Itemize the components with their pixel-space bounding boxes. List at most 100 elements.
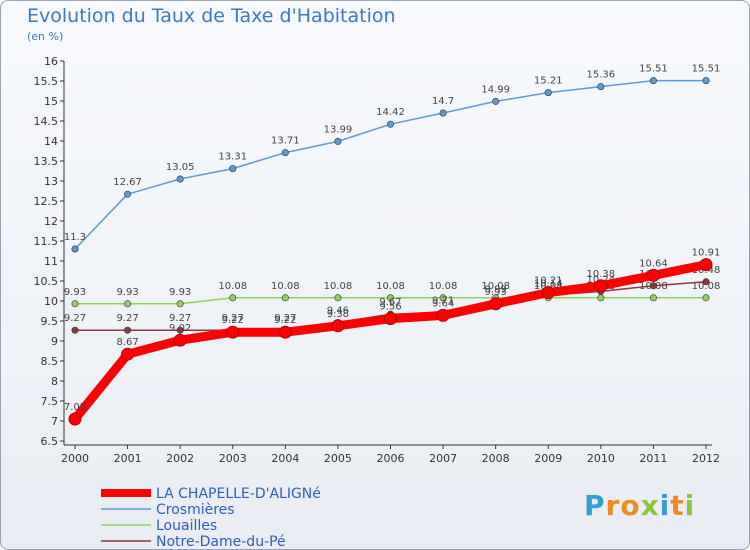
data-label-la-chapelle-d-align: 10.64 (639, 258, 668, 269)
data-point-la-chapelle-d-align (436, 308, 450, 322)
data-point-la-chapelle-d-align (173, 333, 187, 347)
data-point-crosmi-res (124, 190, 132, 198)
data-label-la-chapelle-d-align: 10.21 (534, 276, 563, 287)
data-point-notre-dame-du-p (176, 326, 184, 334)
y-tick-label: 16 (44, 55, 58, 68)
chart-subtitle: (en %) (27, 30, 64, 43)
data-label-notre-dame-du-p: 10.14 (534, 278, 563, 289)
x-tick-label: 2012 (692, 452, 720, 465)
data-point-louailles (439, 294, 447, 302)
data-label-la-chapelle-d-align: 10.38 (587, 269, 616, 280)
x-tick-label: 2005 (324, 452, 352, 465)
data-point-louailles (334, 294, 342, 302)
data-point-crosmi-res (71, 245, 79, 253)
logo-letter: P (584, 489, 606, 522)
data-label-louailles: 10.08 (481, 281, 510, 292)
data-label-la-chapelle-d-align: 9.56 (379, 302, 401, 313)
data-label-la-chapelle-d-align: 7.05 (64, 402, 86, 413)
x-tick-label: 2011 (639, 452, 667, 465)
data-point-louailles (71, 300, 79, 308)
data-label-louailles: 10.08 (692, 281, 721, 292)
x-tick-label: 2000 (61, 452, 89, 465)
data-label-la-chapelle-d-align: 9.02 (169, 323, 191, 334)
data-point-la-chapelle-d-align (331, 319, 345, 333)
data-label-notre-dame-du-p: 9.27 (169, 313, 191, 324)
data-label-la-chapelle-d-align: 9.64 (432, 298, 454, 309)
y-tick-label: 14 (44, 135, 58, 148)
data-point-la-chapelle-d-align (384, 312, 397, 326)
data-label-notre-dame-du-p: 9.27 (116, 313, 138, 324)
data-label-notre-dame-du-p: 9.27 (274, 313, 296, 324)
data-label-crosmi-res: 15.51 (639, 64, 668, 75)
logo-letter: t (670, 489, 685, 522)
data-label-la-chapelle-d-align: 9.38 (327, 309, 349, 320)
data-point-crosmi-res (229, 165, 237, 173)
data-point-la-chapelle-d-align (541, 286, 555, 300)
data-label-crosmi-res: 15.51 (692, 64, 721, 75)
data-label-louailles: 10.08 (324, 281, 353, 292)
data-point-la-chapelle-d-align (226, 325, 240, 339)
x-tick-label: 2009 (534, 452, 562, 465)
data-point-notre-dame-du-p (702, 278, 710, 286)
logo-letter: o (620, 489, 641, 522)
y-tick-label: 12.5 (34, 195, 59, 208)
x-tick-label: 2004 (271, 452, 299, 465)
y-tick-label: 11.5 (34, 235, 59, 248)
data-point-crosmi-res (492, 97, 500, 105)
data-point-crosmi-res (176, 175, 184, 183)
data-point-notre-dame-du-p (649, 282, 657, 290)
data-point-la-chapelle-d-align (121, 347, 135, 361)
data-label-crosmi-res: 12.67 (113, 177, 142, 188)
data-label-notre-dame-du-p: 9.46 (327, 306, 349, 317)
y-tick-label: 9.5 (41, 315, 59, 328)
data-label-crosmi-res: 14.99 (481, 84, 510, 95)
data-point-louailles (649, 294, 657, 302)
data-label-louailles: 9.93 (116, 287, 138, 298)
data-label-crosmi-res: 14.42 (376, 107, 405, 118)
logo-letter: i (659, 489, 671, 522)
y-tick-label: 6.5 (41, 435, 59, 448)
data-point-louailles (229, 294, 237, 302)
data-point-crosmi-res (386, 120, 394, 128)
data-label-la-chapelle-d-align: 8.67 (116, 337, 138, 348)
data-point-la-chapelle-d-align (278, 325, 292, 339)
data-label-crosmi-res: 13.71 (271, 136, 300, 147)
y-tick-label: 15.5 (34, 75, 59, 88)
legend-label: Notre-Dame-du-Pé (156, 534, 286, 549)
y-tick-label: 12 (44, 215, 58, 228)
data-label-louailles: 9.93 (169, 287, 191, 298)
data-point-la-chapelle-d-align (594, 279, 608, 293)
data-label-notre-dame-du-p: 9.67 (379, 297, 401, 308)
data-label-la-chapelle-d-align: 9.22 (274, 315, 296, 326)
data-label-louailles: 10.08 (376, 281, 405, 292)
legend-label: Louailles (156, 518, 217, 534)
data-label-la-chapelle-d-align: 10.91 (692, 248, 721, 259)
y-tick-label: 13.5 (34, 155, 59, 168)
data-point-crosmi-res (702, 77, 710, 85)
legend-label: Crosmières (156, 502, 235, 518)
data-label-notre-dame-du-p: 9.99 (485, 284, 507, 295)
data-label-la-chapelle-d-align: 9.22 (222, 315, 244, 326)
data-label-crosmi-res: 13.05 (166, 162, 195, 173)
y-tick-label: 7.5 (41, 395, 59, 408)
data-point-notre-dame-du-p (124, 326, 132, 334)
data-label-louailles: 9.93 (64, 287, 86, 298)
logo-letter: i (684, 489, 696, 522)
x-tick-label: 2008 (482, 452, 510, 465)
y-tick-label: 8 (51, 375, 58, 388)
data-label-notre-dame-du-p: 9.27 (222, 313, 244, 324)
chart-title: Evolution du Taux de Taxe d'Habitation (27, 5, 396, 27)
data-point-crosmi-res (281, 149, 289, 157)
data-point-crosmi-res (439, 109, 447, 117)
data-label-notre-dame-du-p: 9.27 (64, 313, 86, 324)
data-label-louailles: 10.08 (429, 281, 458, 292)
y-tick-label: 8.5 (41, 355, 59, 368)
y-tick-label: 9 (51, 335, 58, 348)
data-point-louailles (386, 294, 394, 302)
data-point-louailles (124, 300, 132, 308)
data-point-louailles (176, 300, 184, 308)
y-tick-label: 10.5 (34, 275, 59, 288)
data-label-crosmi-res: 13.31 (218, 152, 247, 163)
y-tick-label: 13 (44, 175, 58, 188)
